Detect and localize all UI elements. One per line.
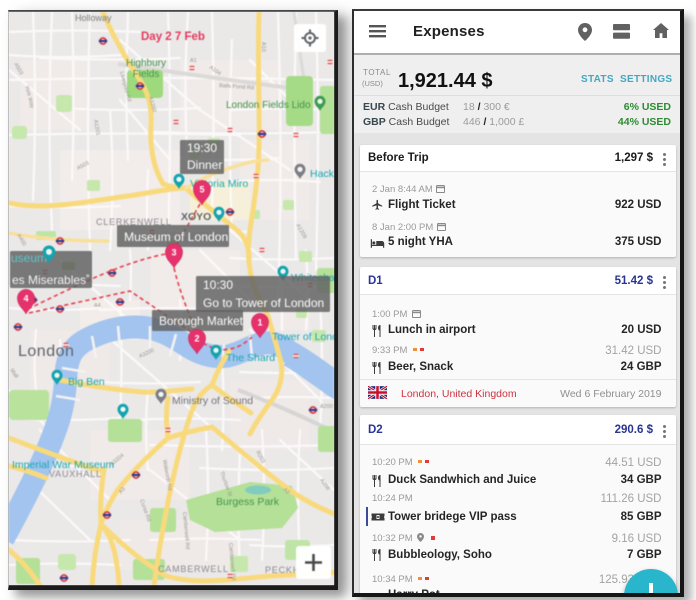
- svg-text:Tower of Lond: Tower of Lond: [272, 331, 334, 343]
- svg-text:useum: useum: [11, 251, 47, 265]
- svg-text:A1201: A1201: [92, 119, 101, 136]
- svg-text:PECKH: PECKH: [265, 565, 300, 575]
- svg-text:XOYO: XOYO: [181, 211, 211, 223]
- svg-text:es Miserables˚: es Miserables˚: [12, 273, 90, 287]
- svg-text:Hackn: Hackn: [310, 168, 334, 180]
- svg-text:Mall: Mall: [9, 368, 19, 380]
- svg-text:Imperial War Museum: Imperial War Museum: [12, 459, 115, 471]
- svg-text:Fields: Fields: [133, 69, 160, 80]
- svg-text:2: 2: [194, 333, 199, 343]
- svg-text:Go to Tower of London: Go to Tower of London: [203, 296, 324, 310]
- svg-text:Dinner: Dinner: [187, 158, 222, 172]
- svg-text:CAMBERWELL: CAMBERWELL: [158, 564, 229, 574]
- svg-text:A3: A3: [118, 486, 127, 495]
- svg-text:10:30: 10:30: [203, 278, 233, 292]
- svg-text:A200: A200: [320, 404, 333, 410]
- svg-text:A400: A400: [15, 233, 27, 247]
- svg-text:A503: A503: [76, 160, 90, 171]
- svg-text:Day 2 7 Feb: Day 2 7 Feb: [141, 31, 205, 43]
- svg-text:Museum of London: Museum of London: [124, 230, 228, 244]
- svg-text:A1: A1: [190, 58, 197, 64]
- svg-text:CLERKENWELL: CLERKENWELL: [96, 217, 172, 227]
- svg-text:A503: A503: [12, 62, 24, 76]
- svg-text:Highbury: Highbury: [126, 58, 166, 69]
- svg-text:A10: A10: [260, 42, 266, 52]
- svg-text:York Way: York Way: [23, 85, 35, 109]
- svg-text:Balls Pond Rd: Balls Pond Rd: [219, 83, 254, 91]
- svg-text:Holloway: Holloway: [75, 13, 112, 23]
- svg-text:3: 3: [171, 247, 176, 257]
- svg-text:5: 5: [199, 184, 204, 194]
- svg-text:Camberwell Rd: Camberwell Rd: [181, 512, 190, 550]
- svg-text:Walworth Rd: Walworth Rd: [161, 459, 172, 491]
- svg-text:A1200: A1200: [147, 96, 157, 113]
- svg-text:4: 4: [23, 293, 28, 303]
- svg-text:Big Ben: Big Ben: [68, 376, 105, 388]
- svg-text:R203: R203: [254, 450, 266, 464]
- svg-text:1: 1: [257, 317, 262, 327]
- svg-text:A2: A2: [282, 487, 291, 496]
- svg-text:The Shard: The Shard: [226, 352, 275, 364]
- svg-text:VAUXHALL: VAUXHALL: [49, 469, 102, 479]
- svg-text:A4: A4: [94, 303, 101, 309]
- svg-text:Camberwell Rd: Camberwell Rd: [227, 543, 236, 581]
- svg-text:Borough Market: Borough Market: [159, 314, 244, 328]
- svg-text:London: London: [18, 343, 74, 360]
- svg-text:London Fields Lido: London Fields Lido: [226, 100, 311, 111]
- svg-text:Ministry of Sound: Ministry of Sound: [172, 395, 253, 407]
- svg-text:19:30: 19:30: [187, 141, 217, 155]
- svg-text:Burgess Park: Burgess Park: [216, 496, 280, 508]
